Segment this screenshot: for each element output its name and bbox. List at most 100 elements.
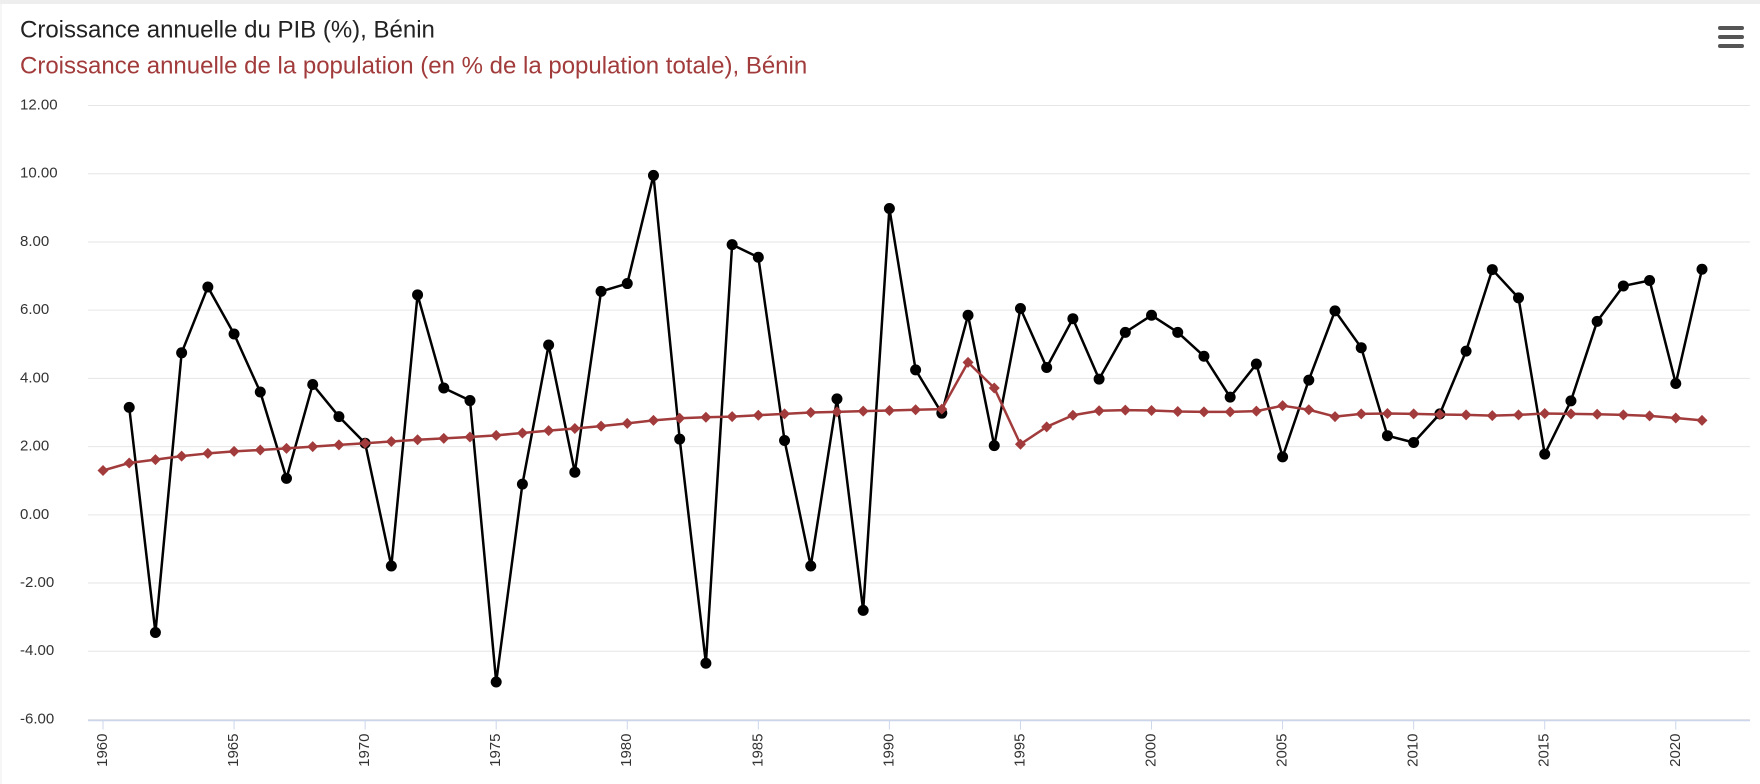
point	[1014, 438, 1026, 450]
x-tick-label: 1965	[225, 734, 242, 767]
point	[543, 339, 555, 351]
point	[490, 676, 502, 688]
point	[149, 454, 161, 466]
y-tick-label: 8.00	[20, 233, 49, 250]
y-tick-label: 10.00	[20, 165, 58, 182]
x-tick-label: 1995	[1011, 734, 1028, 767]
point	[1041, 361, 1053, 373]
point	[1513, 409, 1525, 421]
point	[1355, 408, 1367, 420]
x-tick-label: 2020	[1667, 734, 1684, 767]
x-tick-label: 1990	[880, 734, 897, 767]
point	[1172, 326, 1184, 338]
point	[1172, 405, 1184, 417]
point	[883, 404, 895, 416]
point	[280, 472, 292, 484]
point	[1355, 342, 1367, 354]
point	[1250, 405, 1262, 417]
point	[543, 425, 555, 437]
point	[464, 431, 476, 443]
point	[1565, 408, 1577, 420]
point	[1408, 437, 1420, 449]
y-tick-label: 2.00	[20, 438, 49, 455]
point	[1093, 405, 1105, 417]
point	[1565, 395, 1577, 407]
point	[1617, 409, 1629, 421]
series-line	[127, 174, 1704, 684]
point	[700, 411, 712, 423]
point	[1014, 302, 1026, 314]
point	[1303, 404, 1315, 416]
point	[569, 466, 581, 478]
y-tick-label: -4.00	[20, 642, 54, 659]
point	[412, 434, 424, 446]
y-tick-label: 6.00	[20, 301, 49, 318]
x-tick-label: 1975	[487, 734, 504, 767]
point	[123, 401, 135, 413]
point	[647, 169, 659, 181]
series-title: Croissance annuelle de la population (en…	[20, 52, 807, 79]
point	[1696, 263, 1708, 275]
x-tick-label: 2015	[1536, 734, 1553, 767]
point	[1460, 345, 1472, 357]
point	[569, 423, 581, 435]
point	[1277, 451, 1289, 463]
point	[857, 405, 869, 417]
point	[621, 417, 633, 429]
x-tick-label: 1980	[618, 734, 635, 767]
point	[647, 414, 659, 426]
point	[988, 382, 1000, 394]
point	[883, 203, 895, 215]
y-tick-label: -2.00	[20, 574, 54, 591]
point	[674, 412, 686, 424]
point	[805, 407, 817, 418]
point	[1329, 411, 1341, 423]
point	[857, 604, 869, 616]
point	[1460, 409, 1472, 421]
point	[516, 478, 528, 490]
point	[307, 441, 319, 453]
point	[254, 444, 266, 456]
point	[726, 411, 738, 423]
point	[202, 447, 214, 459]
point	[1617, 280, 1629, 292]
point	[1093, 373, 1105, 385]
point	[1198, 350, 1210, 362]
point	[176, 347, 188, 359]
point	[1224, 406, 1236, 418]
point	[490, 429, 502, 441]
point	[988, 440, 1000, 452]
point	[359, 437, 371, 449]
point	[1303, 374, 1315, 386]
point	[1119, 326, 1131, 338]
point	[726, 239, 738, 251]
y-tick-label: 4.00	[20, 369, 49, 386]
menu-bar	[1718, 26, 1744, 30]
point	[910, 364, 922, 376]
point	[464, 395, 476, 407]
menu-bar	[1718, 35, 1744, 39]
point	[202, 281, 214, 293]
point	[97, 464, 109, 476]
point	[1513, 292, 1525, 304]
point	[831, 393, 843, 405]
point	[385, 435, 397, 447]
point	[1591, 315, 1603, 327]
point	[962, 356, 974, 368]
point	[280, 442, 292, 454]
point	[936, 403, 948, 415]
point	[1198, 406, 1210, 418]
point	[1381, 408, 1393, 420]
point	[438, 432, 450, 444]
point	[831, 406, 843, 418]
point	[752, 409, 764, 421]
point	[1696, 414, 1708, 426]
point	[176, 450, 188, 462]
point	[1539, 448, 1551, 460]
series-title: Croissance annuelle du PIB (%), Bénin	[20, 16, 435, 43]
point	[1146, 404, 1158, 416]
point	[1329, 305, 1341, 317]
menu-button[interactable]	[1718, 26, 1744, 48]
point	[595, 285, 607, 297]
point	[333, 411, 345, 423]
